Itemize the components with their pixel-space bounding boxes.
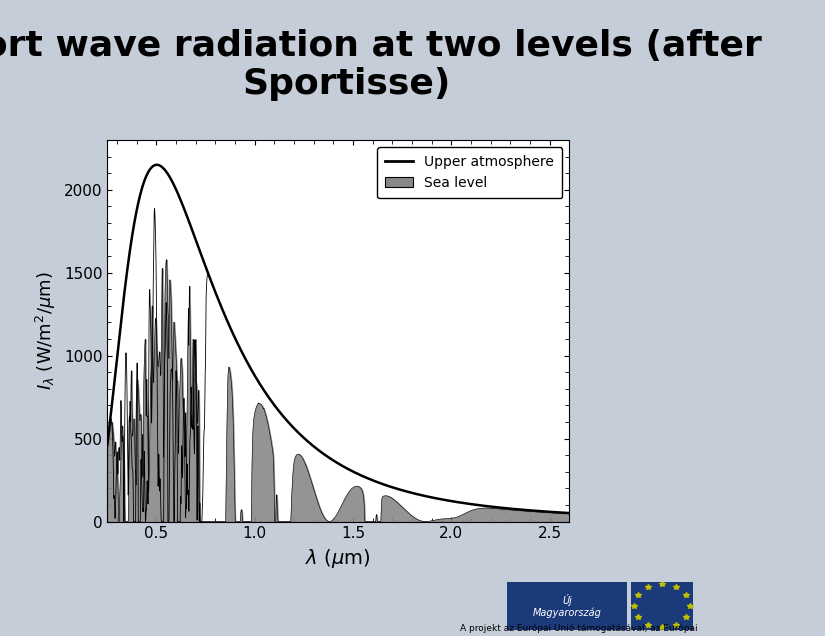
Text: A projekt az Európai Unió támogatásával, az Európai: A projekt az Európai Unió támogatásával,…: [460, 623, 697, 633]
Text: Short wave radiation at two levels (after: Short wave radiation at two levels (afte…: [0, 29, 762, 62]
Text: Sportisse): Sportisse): [243, 67, 450, 100]
Text: Új
Magyarország: Új Magyarország: [533, 593, 601, 618]
Y-axis label: $I_{\lambda}$ (W/m$^2$/$\mu$m): $I_{\lambda}$ (W/m$^2$/$\mu$m): [34, 272, 59, 390]
X-axis label: $\lambda$ ($\mu$m): $\lambda$ ($\mu$m): [305, 547, 371, 570]
Legend: Upper atmosphere, Sea level: Upper atmosphere, Sea level: [377, 147, 563, 198]
